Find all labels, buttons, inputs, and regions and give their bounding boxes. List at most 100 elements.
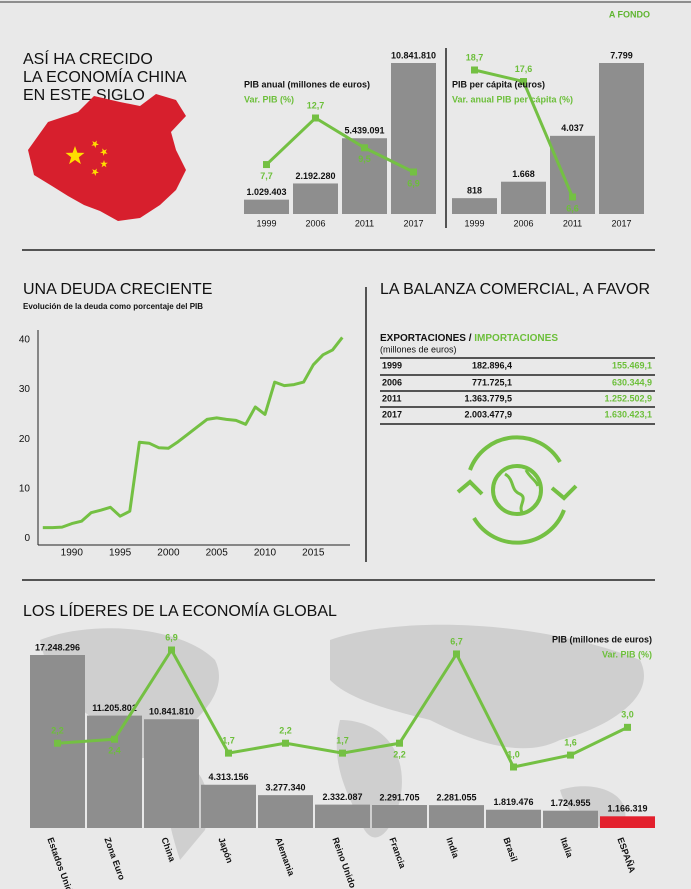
table-header: EXPORTACIONES / IMPORTACIONES [380, 333, 558, 344]
icon-arc [472, 509, 566, 545]
table-cell: 182.896,4 [472, 360, 512, 370]
bar [87, 715, 142, 828]
section-title: LA ECONOMÍA CHINA [23, 67, 187, 86]
table-cell: 2006 [382, 377, 402, 387]
legend-label: Var. PIB (%) [244, 94, 294, 104]
continent [330, 624, 644, 749]
column-header: EXPORTACIONES [380, 333, 466, 344]
bar [486, 809, 541, 828]
y-tick-label: 0 [24, 533, 30, 544]
icon-arrow [550, 484, 578, 501]
line-value-label: 12,7 [307, 100, 325, 110]
x-tick-label: 2011 [355, 218, 374, 228]
x-tick-label: 2006 [513, 218, 533, 228]
line-value-label: 6,6 [566, 203, 579, 213]
chart-title: UNA DEUDA CRECIENTE [23, 281, 212, 298]
bar [293, 183, 338, 214]
table-cell: 2017 [382, 409, 402, 419]
bar [144, 719, 199, 828]
bar-value-label: 1.819.476 [493, 797, 533, 807]
bar-value-label: 5.439.091 [344, 126, 384, 136]
icon-arrow [456, 479, 484, 496]
bar [599, 63, 644, 214]
bar [550, 135, 595, 214]
line-value-label: 6,9 [165, 632, 178, 642]
line-value-label: 6,7 [450, 636, 463, 646]
legend-label: PIB (millones de euros) [552, 634, 652, 644]
line-value-label: 2,4 [108, 746, 121, 756]
section-title: ASÍ HA CRECIDO [23, 49, 153, 68]
star [100, 160, 108, 168]
line-marker [339, 749, 346, 757]
line-marker [168, 646, 175, 654]
line-marker [471, 66, 478, 74]
bar [501, 181, 546, 214]
x-tick-label: 2005 [206, 548, 229, 559]
line-value-label: 2,2 [279, 726, 292, 736]
table-cell: 1999 [382, 360, 402, 370]
line-value-label: 1,6 [564, 737, 577, 747]
line-value-label: 17,6 [515, 64, 533, 74]
line-value-label: 1,7 [222, 735, 235, 745]
star [91, 168, 99, 176]
line-marker [624, 723, 631, 731]
line-value-label: 3,0 [621, 710, 634, 720]
bar-value-label: 2.332.087 [322, 792, 362, 802]
bar-value-label: 1.668 [512, 169, 535, 179]
x-tick-label: 2015 [302, 548, 325, 559]
bar-value-label: 1.029.403 [246, 187, 286, 197]
line-value-label: 6,9 [407, 178, 420, 188]
bar [201, 784, 256, 828]
bar-value-label: 4.037 [561, 123, 584, 133]
line-value-label: 2,2 [51, 726, 64, 736]
line-value-label: 18,7 [466, 52, 484, 62]
bar-value-label: 10.841.810 [391, 50, 436, 60]
china-map [28, 94, 186, 221]
x-tick-label: 1990 [61, 548, 84, 559]
line-marker [225, 749, 232, 757]
column-header: IMPORTACIONES [474, 333, 558, 344]
icon-land [504, 469, 540, 513]
table-cell: 1.252.502,9 [604, 393, 652, 403]
line-marker [111, 735, 118, 743]
bar [244, 199, 289, 214]
flag-stars [65, 140, 108, 176]
bar-value-label: 3.277.340 [265, 783, 305, 793]
bar-value-label: 1.724.955 [550, 798, 590, 808]
bar-value-label: 4.313.156 [208, 772, 248, 782]
table-cell: 630.344,9 [612, 377, 652, 387]
line-value-label: 9,5 [358, 154, 371, 164]
bar-value-label: 17.248.296 [35, 642, 80, 652]
bar-value-label: 7.799 [610, 50, 633, 60]
x-tick-label: 2017 [403, 218, 423, 228]
y-tick-label: 40 [19, 335, 31, 346]
line-value-label: 1,0 [507, 749, 520, 759]
line-marker [520, 78, 527, 86]
bar-value-label: 2.291.705 [379, 792, 419, 802]
table-unit: (millones de euros) [380, 344, 457, 354]
line-value-label: 7,7 [260, 171, 273, 181]
line [42, 336, 344, 530]
table-cell: 2.003.477,9 [464, 409, 512, 419]
bar [372, 805, 427, 828]
bar-value-label: 1.166.319 [607, 804, 647, 814]
star [65, 146, 85, 165]
table-cell: 1.363.779,5 [464, 393, 512, 403]
x-tick-label: 2006 [305, 218, 325, 228]
star [100, 148, 108, 156]
separator: / [469, 333, 472, 344]
line-marker [54, 739, 61, 747]
chart-subtitle: Evolución de la deuda como porcentaje de… [23, 302, 203, 311]
line-marker [410, 168, 417, 176]
bar-value-label: 2.281.055 [436, 792, 476, 802]
legend-label: PIB per cápita (euros) [452, 79, 545, 89]
x-tick-label: 1995 [109, 548, 132, 559]
table-cell: 771.725,1 [472, 377, 512, 387]
bar [452, 198, 497, 214]
x-tick-label: 2017 [611, 218, 631, 228]
table-cell: 2011 [382, 393, 402, 403]
y-tick-label: 30 [19, 384, 31, 395]
line-marker [361, 144, 368, 152]
line-value-label: 1,7 [336, 735, 349, 745]
chart-title: LOS LÍDERES DE LA ECONOMÍA GLOBAL [23, 601, 337, 620]
